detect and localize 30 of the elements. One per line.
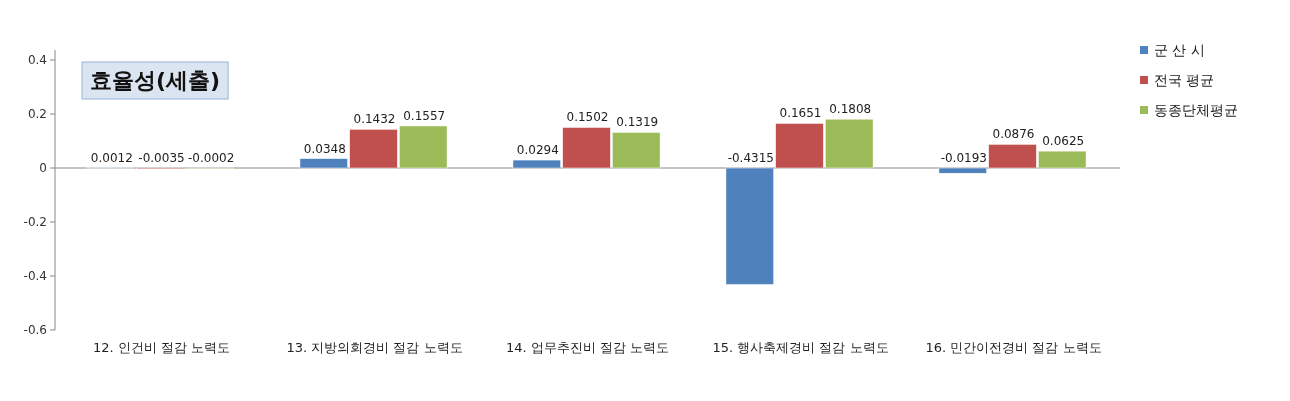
x-tick-label: 12. 인건비 절감 노력도	[92, 340, 231, 355]
y-tick-label: 0	[39, 161, 47, 175]
y-tick-label: 0.2	[27, 107, 47, 121]
y-tick-label: -0.4	[23, 269, 47, 283]
data-label: 0.1502	[566, 110, 609, 125]
data-label: 0.1651	[779, 106, 822, 121]
data-label: 0.0012	[90, 150, 133, 165]
y-tick-label: -0.2	[23, 215, 47, 229]
data-label: 0.0348	[303, 141, 346, 156]
data-label: 0.0625	[1042, 134, 1085, 149]
data-label: 0.1557	[403, 108, 446, 123]
x-tick-label: 15. 행사축제경비 절감 노력도	[712, 340, 889, 355]
y-tick-label: -0.6	[23, 323, 47, 337]
data-label: -0.0002	[188, 151, 235, 165]
legend-label: 동종단체평균	[1154, 102, 1238, 118]
legend-label: 군 산 시	[1154, 42, 1205, 58]
data-label: 0.0876	[992, 127, 1035, 142]
data-label: -0.0035	[138, 151, 185, 165]
y-tick-label: 0.4	[27, 53, 47, 67]
data-label: -0.0193	[940, 151, 987, 165]
data-label: 0.1432	[353, 112, 396, 127]
data-label: 0.1808	[829, 102, 872, 117]
x-tick-label: 13. 지방의회경비 절감 노력도	[286, 340, 463, 355]
data-label: 0.1319	[616, 115, 659, 130]
x-tick-label: 14. 업무추진비 절감 노력도	[505, 340, 670, 355]
data-label: 0.0294	[516, 143, 559, 158]
data-label: -0.4315	[727, 151, 774, 165]
x-tick-label: 16. 민간이전경비 절감 노력도	[925, 340, 1102, 355]
legend-label: 전국 평균	[1154, 72, 1215, 88]
chart-title: 효율성(세출)	[90, 68, 221, 93]
